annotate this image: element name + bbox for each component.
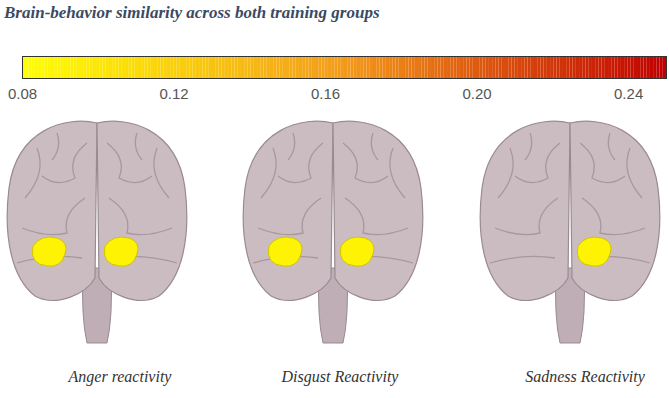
svg-text:0.24: 0.24	[614, 85, 643, 102]
html-text:Brain-behavior similarity acro: Brain-behavior similarity across both tr…	[4, 3, 380, 22]
svg-text:0.16: 0.16	[311, 85, 340, 102]
html-text:Disgust Reactivity: Disgust Reactivity	[281, 368, 399, 385]
svg-text:0.12: 0.12	[159, 85, 188, 102]
svg-text:0.20: 0.20	[462, 85, 491, 102]
html-text:Sadness Reactivity: Sadness Reactivity	[525, 368, 645, 385]
html-text:Anger reactivity: Anger reactivity	[68, 368, 172, 385]
svg-text:0.08: 0.08	[8, 85, 37, 102]
